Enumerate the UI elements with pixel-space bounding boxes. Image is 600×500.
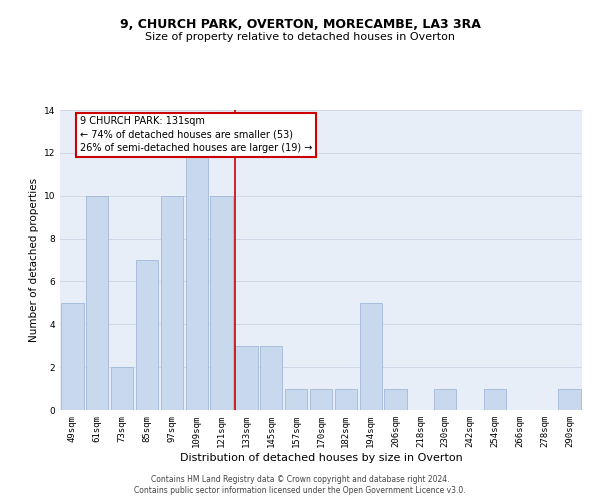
Text: 9 CHURCH PARK: 131sqm
← 74% of detached houses are smaller (53)
26% of semi-deta: 9 CHURCH PARK: 131sqm ← 74% of detached … xyxy=(80,116,312,153)
Bar xyxy=(285,388,307,410)
Bar xyxy=(161,196,183,410)
Bar xyxy=(559,388,581,410)
Y-axis label: Number of detached properties: Number of detached properties xyxy=(29,178,40,342)
Bar xyxy=(484,388,506,410)
Bar xyxy=(310,388,332,410)
Text: Size of property relative to detached houses in Overton: Size of property relative to detached ho… xyxy=(145,32,455,42)
Bar xyxy=(335,388,357,410)
Bar xyxy=(111,367,133,410)
Bar xyxy=(136,260,158,410)
Text: 9, CHURCH PARK, OVERTON, MORECAMBE, LA3 3RA: 9, CHURCH PARK, OVERTON, MORECAMBE, LA3 … xyxy=(119,18,481,30)
Text: Contains public sector information licensed under the Open Government Licence v3: Contains public sector information licen… xyxy=(134,486,466,495)
Bar xyxy=(385,388,407,410)
Bar xyxy=(235,346,257,410)
Bar xyxy=(61,303,83,410)
Bar xyxy=(434,388,457,410)
Text: Contains HM Land Registry data © Crown copyright and database right 2024.: Contains HM Land Registry data © Crown c… xyxy=(151,475,449,484)
Bar xyxy=(86,196,109,410)
Bar xyxy=(260,346,283,410)
Bar xyxy=(211,196,233,410)
Bar xyxy=(185,153,208,410)
X-axis label: Distribution of detached houses by size in Overton: Distribution of detached houses by size … xyxy=(179,452,463,462)
Bar xyxy=(359,303,382,410)
